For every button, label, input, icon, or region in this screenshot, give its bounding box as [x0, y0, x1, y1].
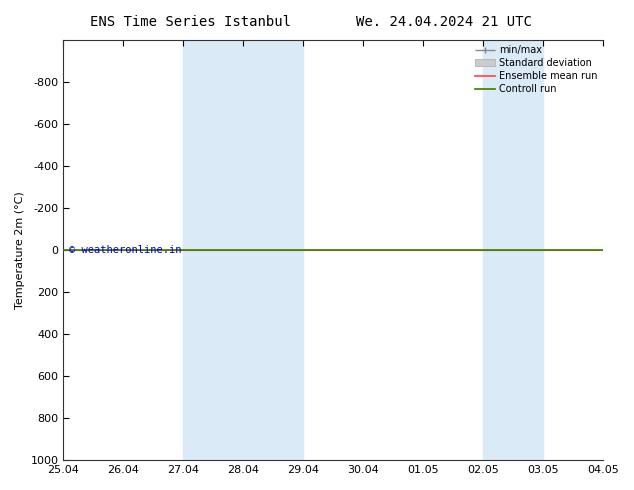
- Bar: [183, 40, 303, 460]
- Text: We. 24.04.2024 21 UTC: We. 24.04.2024 21 UTC: [356, 15, 532, 29]
- Bar: [483, 40, 543, 460]
- Legend: min/max, Standard deviation, Ensemble mean run, Controll run: min/max, Standard deviation, Ensemble me…: [472, 43, 600, 97]
- Text: © weatheronline.in: © weatheronline.in: [69, 245, 181, 255]
- Y-axis label: Temperature 2m (°C): Temperature 2m (°C): [15, 191, 25, 309]
- Text: ENS Time Series Istanbul: ENS Time Series Istanbul: [89, 15, 291, 29]
